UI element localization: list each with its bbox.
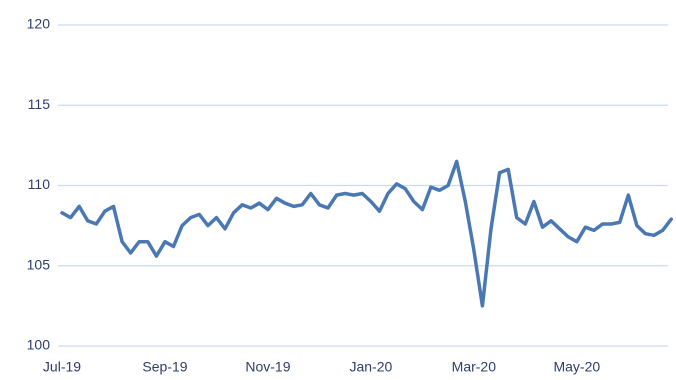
x-tick-label: Mar-20 — [452, 359, 497, 375]
y-tick-label: 110 — [28, 176, 51, 192]
x-tick-label: May-20 — [553, 359, 600, 375]
x-tick-label: Jan-20 — [349, 359, 392, 375]
y-tick-label: 105 — [27, 256, 51, 272]
y-tick-label: 115 — [28, 96, 51, 112]
x-tick-label: Sep-19 — [142, 359, 187, 375]
y-tick-label: 120 — [27, 16, 51, 32]
y-tick-label: 100 — [27, 337, 51, 353]
x-tick-label: Jul-19 — [43, 359, 81, 375]
x-tick-label: Nov-19 — [245, 359, 290, 375]
line — [60, 159, 673, 308]
